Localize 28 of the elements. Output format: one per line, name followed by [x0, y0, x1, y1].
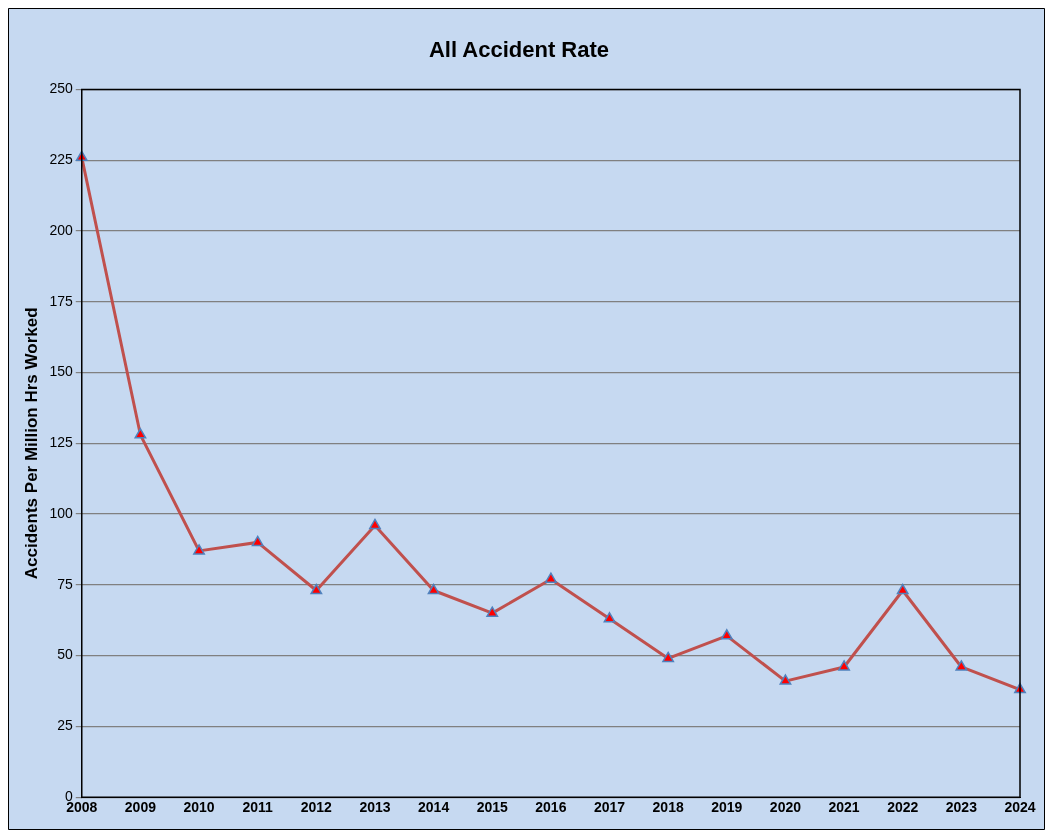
y-tick-label: 175: [49, 292, 73, 309]
x-tick-label: 2019: [711, 799, 743, 816]
y-tick-label: 150: [49, 363, 73, 380]
y-axis-title: Accidents Per Million Hrs Worked: [21, 307, 41, 580]
x-tick-label: 2015: [476, 799, 509, 816]
x-tick-label: 2021: [828, 799, 860, 816]
y-tick-label: 25: [57, 717, 73, 734]
y-tick-label: 100: [49, 504, 73, 521]
x-tick-label: 2018: [652, 799, 684, 816]
y-tick-label: 200: [49, 221, 73, 238]
x-tick-label: 2013: [359, 799, 391, 816]
x-tick-label: 2023: [945, 799, 978, 816]
x-tick-label: 2012: [300, 799, 333, 816]
x-tick-label: 2009: [124, 799, 157, 816]
chart-title: All Accident Rate: [428, 37, 610, 63]
y-tick-label: 225: [49, 151, 73, 168]
x-tick-label: 2010: [183, 799, 215, 816]
x-tick-label: 2011: [242, 799, 274, 816]
x-tick-label: 2017: [593, 799, 626, 816]
y-tick-label: 75: [57, 575, 73, 592]
x-tick-label: 2016: [535, 799, 567, 816]
x-tick-label: 2014: [418, 799, 450, 816]
y-tick-label: 125: [49, 434, 73, 451]
x-tick-label: 2020: [769, 799, 802, 816]
y-tick-label: 250: [49, 80, 73, 97]
x-tick-label: 2022: [887, 799, 919, 816]
y-tick-label: 50: [57, 646, 73, 663]
x-tick-label: 2024: [1004, 799, 1036, 816]
